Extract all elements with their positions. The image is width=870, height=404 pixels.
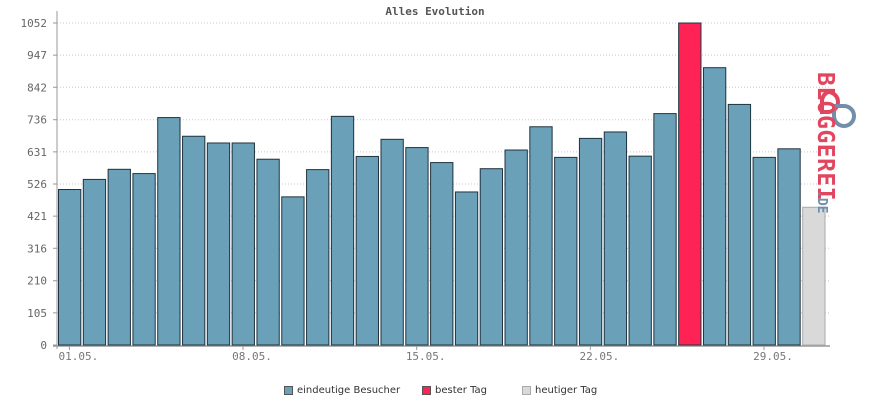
- y-tick-label: 105: [27, 307, 47, 320]
- bar-visitors: [727, 103, 752, 346]
- y-tick-label: 526: [27, 178, 47, 191]
- bloggerei-logo-icon: [820, 89, 856, 129]
- bar-visitors: [206, 142, 231, 346]
- bar-visitors: [231, 142, 255, 346]
- bar-visitors: [653, 113, 677, 346]
- bar-visitors: [107, 168, 131, 346]
- bar-visitors: [479, 168, 504, 346]
- bar-best-day: [678, 22, 702, 346]
- bar-visitors: [281, 196, 305, 346]
- x-tick-label: 29.05.: [753, 350, 793, 363]
- legend-swatch-visitors: [284, 386, 293, 395]
- bar-visitors: [132, 173, 156, 346]
- logo-wordmark-text: BLOGGEREI: [812, 72, 838, 201]
- logo-suffix-text: .DE: [814, 190, 829, 213]
- bar-visitors: [256, 158, 280, 346]
- bloggerei-wordmark: BLOGGEREI .DE: [812, 72, 838, 213]
- legend-label-best-day: bester Tag: [435, 385, 488, 396]
- bar-visitors: [182, 135, 206, 346]
- bar-visitors: [554, 156, 578, 346]
- y-tick-label: 947: [27, 49, 47, 62]
- bar-visitors: [405, 147, 429, 346]
- bar-visitors: [752, 156, 776, 346]
- bar-visitors: [82, 178, 107, 346]
- chart-legend: eindeutige Besucher bester Tag heutiger …: [0, 385, 870, 399]
- chart-title: Alles Evolution: [385, 5, 485, 18]
- legend-item-best-day: bester Tag: [422, 385, 487, 396]
- y-tick-label: 316: [27, 242, 47, 255]
- legend-swatch-best-day: [422, 386, 431, 395]
- legend-label-visitors: eindeutige Besucher: [297, 385, 401, 396]
- bar-visitors: [330, 115, 355, 346]
- x-tick-label: 22.05.: [579, 350, 619, 363]
- y-tick-label: 0: [40, 339, 47, 352]
- y-tick-label: 421: [27, 210, 47, 223]
- bar-visitors: [702, 67, 727, 346]
- legend-swatch-today: [522, 386, 531, 395]
- bar-visitors: [355, 155, 379, 346]
- bar-visitors: [157, 117, 181, 346]
- bar-visitors: [380, 138, 404, 346]
- bar-visitors: [603, 131, 628, 346]
- x-tick-label: 15.05.: [406, 350, 446, 363]
- y-tick-label: 842: [27, 81, 47, 94]
- y-tick-label: 736: [27, 114, 47, 127]
- legend-item-today: heutiger Tag: [522, 385, 597, 396]
- bar-visitors: [628, 155, 652, 346]
- bar-visitors: [578, 137, 603, 346]
- bar-visitors: [454, 191, 479, 346]
- x-tick-label: 01.05.: [59, 350, 99, 363]
- bar-today: [802, 206, 826, 346]
- y-tick-label: 1052: [21, 17, 48, 30]
- bar-visitors: [504, 149, 528, 346]
- bar-visitors: [306, 169, 330, 346]
- bar-visitors: [777, 148, 801, 346]
- y-tick-label: 210: [27, 275, 47, 288]
- bar-visitors: [529, 126, 553, 346]
- legend-item-visitors: eindeutige Besucher: [284, 385, 400, 396]
- legend-label-today: heutiger Tag: [535, 385, 598, 396]
- y-tick-label: 631: [27, 146, 47, 159]
- bar-visitors: [58, 189, 82, 346]
- x-tick-label: 08.05.: [232, 350, 272, 363]
- bar-visitors: [430, 162, 454, 346]
